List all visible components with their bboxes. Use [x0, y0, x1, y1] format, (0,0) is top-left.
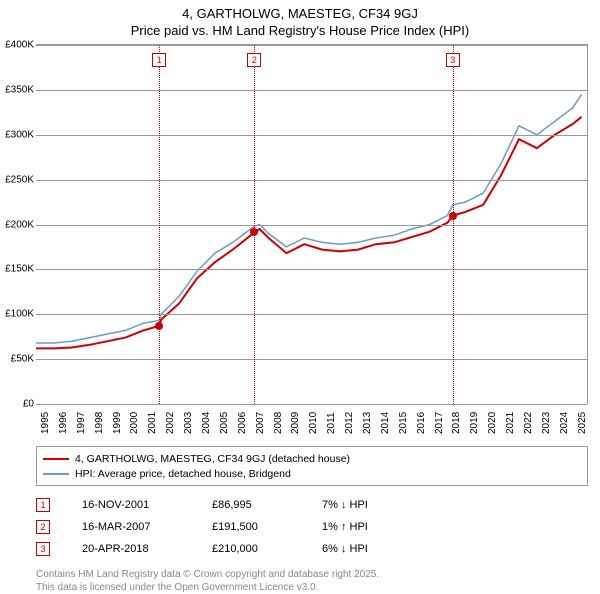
legend-label: 4, GARTHOLWG, MAESTEG, CF34 9GJ (detache… [75, 453, 350, 465]
sale-marker-badge: 2 [36, 520, 50, 534]
y-tick-label: £250K [0, 174, 34, 185]
footer-attribution: Contains HM Land Registry data © Crown c… [36, 568, 588, 594]
y-tick-label: £400K [0, 40, 34, 51]
chart-title-sub: Price paid vs. HM Land Registry's House … [0, 23, 600, 38]
x-tick-label: 2019 [469, 412, 480, 434]
x-tick-label: 2003 [183, 412, 194, 434]
sale-date: 16-NOV-2001 [82, 499, 212, 511]
x-tick-label: 2018 [451, 412, 462, 434]
footer-line: This data is licensed under the Open Gov… [36, 581, 588, 594]
y-tick-label: £100K [0, 309, 34, 320]
y-tick-label: £0 [0, 399, 34, 410]
x-tick-label: 2007 [255, 412, 266, 434]
sale-vline [254, 45, 255, 404]
x-tick-label: 2021 [505, 412, 516, 434]
legend-item: HPI: Average price, detached house, Brid… [43, 466, 581, 481]
sale-vline [453, 45, 454, 404]
x-tick-label: 2000 [129, 412, 140, 434]
x-tick-label: 2020 [487, 412, 498, 434]
y-tick-label: £50K [0, 354, 34, 365]
x-tick-label: 2001 [147, 412, 158, 434]
sale-marker-badge: 3 [36, 542, 50, 556]
series-line [36, 94, 582, 343]
x-axis-labels: 1995 1996 1997 1998 1999 2000 2001 2002 2003 2004… [36, 404, 588, 440]
x-tick-label: 2013 [362, 412, 373, 434]
sale-marker-badge: 1 [36, 498, 50, 512]
x-tick-label: 2008 [273, 412, 284, 434]
y-tick-label: £350K [0, 84, 34, 95]
legend-item: 4, GARTHOLWG, MAESTEG, CF34 9GJ (detache… [43, 451, 581, 466]
x-tick-label: 1997 [76, 412, 87, 434]
sale-marker-badge: 2 [247, 53, 261, 67]
x-tick-label: 2011 [326, 412, 337, 434]
sale-dot [250, 228, 258, 236]
legend-swatch [43, 473, 69, 475]
x-tick-label: 2010 [308, 412, 319, 434]
x-tick-label: 2006 [237, 412, 248, 434]
sale-marker-badge: 3 [446, 53, 460, 67]
sale-delta: 6% ↓ HPI [322, 543, 422, 555]
sales-row: 2 16-MAR-2007 £191,500 1% ↑ HPI [36, 516, 588, 538]
sale-date: 20-APR-2018 [82, 543, 212, 555]
y-tick-label: £200K [0, 219, 34, 230]
x-tick-label: 2015 [398, 412, 409, 434]
x-tick-label: 2002 [165, 412, 176, 434]
x-tick-label: 2004 [201, 412, 212, 434]
legend-label: HPI: Average price, detached house, Brid… [75, 468, 291, 480]
sales-table: 1 16-NOV-2001 £86,995 7% ↓ HPI 2 16-MAR-… [36, 494, 588, 560]
chart-title-block: 4, GARTHOLWG, MAESTEG, CF34 9GJ Price pa… [0, 0, 600, 38]
x-tick-label: 2012 [344, 412, 355, 434]
x-tick-label: 1999 [112, 412, 123, 434]
chart-legend: 4, GARTHOLWG, MAESTEG, CF34 9GJ (detache… [36, 446, 588, 486]
chart-area: £0£50K£100K£150K£200K£250K£300K£350K£400… [36, 44, 588, 404]
legend-swatch [43, 458, 69, 460]
sale-price: £86,995 [212, 499, 322, 511]
x-tick-label: 2023 [541, 412, 552, 434]
sale-date: 16-MAR-2007 [82, 521, 212, 533]
x-tick-label: 2009 [290, 412, 301, 434]
x-tick-label: 1996 [58, 412, 69, 434]
sales-row: 1 16-NOV-2001 £86,995 7% ↓ HPI [36, 494, 588, 516]
sale-dot [155, 322, 163, 330]
chart-title-main: 4, GARTHOLWG, MAESTEG, CF34 9GJ [0, 6, 600, 21]
x-tick-label: 2014 [380, 412, 391, 434]
sale-delta: 7% ↓ HPI [322, 499, 422, 511]
sale-price: £191,500 [212, 521, 322, 533]
sale-marker-badge: 1 [152, 53, 166, 67]
sales-row: 3 20-APR-2018 £210,000 6% ↓ HPI [36, 538, 588, 560]
x-tick-label: 2005 [219, 412, 230, 434]
x-tick-label: 1995 [40, 412, 51, 434]
x-tick-label: 2016 [416, 412, 427, 434]
x-tick-label: 2022 [523, 412, 534, 434]
sale-price: £210,000 [212, 543, 322, 555]
y-tick-label: £150K [0, 264, 34, 275]
x-tick-label: 2017 [434, 412, 445, 434]
sale-delta: 1% ↑ HPI [322, 521, 422, 533]
x-tick-label: 2025 [577, 412, 588, 434]
x-tick-label: 2024 [559, 412, 570, 434]
y-tick-label: £300K [0, 129, 34, 140]
sale-dot [449, 212, 457, 220]
x-tick-label: 1998 [94, 412, 105, 434]
sale-vline [159, 45, 160, 404]
plot-area: £0£50K£100K£150K£200K£250K£300K£350K£400… [36, 44, 588, 404]
footer-line: Contains HM Land Registry data © Crown c… [36, 568, 588, 581]
